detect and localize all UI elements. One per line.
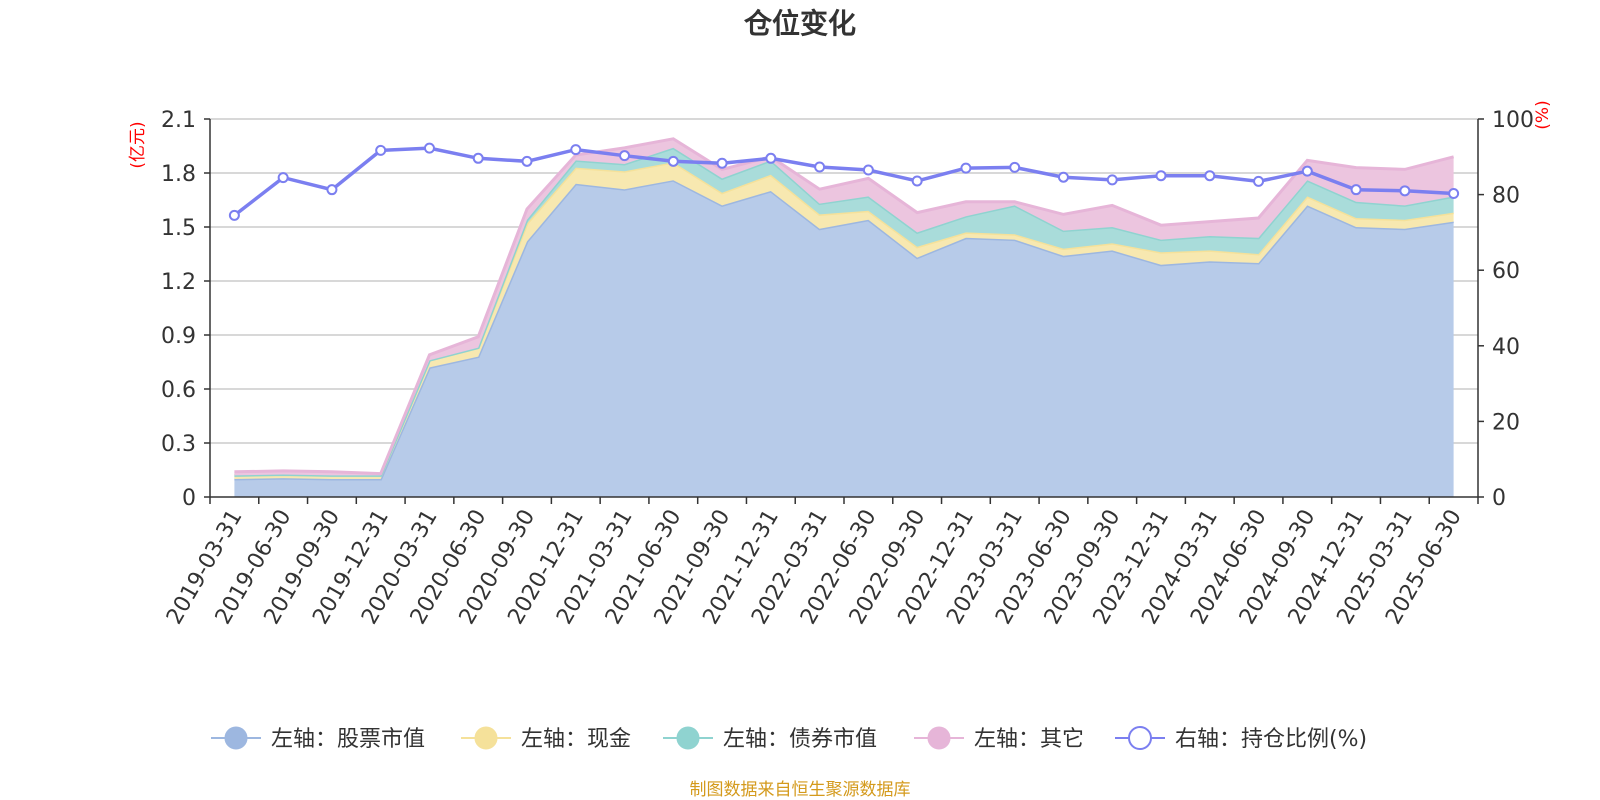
ratio-point <box>814 161 826 173</box>
right-axis-tick-label: 60 <box>1492 259 1520 284</box>
right-axis-tick-label: 40 <box>1492 335 1520 360</box>
legend-label-4: 左轴：其它 <box>974 727 1084 752</box>
ratio-point <box>1448 187 1460 199</box>
chart-title: 仓位变化 <box>744 7 856 40</box>
ratio-point <box>1301 165 1313 177</box>
left-axis-unit: (亿元) <box>128 121 148 168</box>
data-source-note: 制图数据来自恒生聚源数据库 <box>690 780 911 800</box>
legend-label-1: 左轴：股票市值 <box>271 727 425 752</box>
ratio-point <box>667 155 679 167</box>
left-axis-tick-label: 0.9 <box>161 324 196 349</box>
left-axis-tick-label: 1.5 <box>161 216 196 241</box>
ratio-point <box>570 144 582 156</box>
left-axis-tick-label: 0 <box>182 486 196 511</box>
legend-marker-4 <box>927 726 951 750</box>
ratio-point <box>960 162 972 174</box>
ratio-point <box>765 152 777 164</box>
ratio-point <box>521 155 533 167</box>
right-axis-tick-label: 0 <box>1492 486 1506 511</box>
left-axis-tick-label: 2.1 <box>161 108 196 133</box>
left-axis-tick-label: 1.2 <box>161 270 196 295</box>
ratio-point <box>1350 184 1362 196</box>
ratio-point <box>716 157 728 169</box>
left-axis-tick-label: 0.3 <box>161 432 196 457</box>
legend-label-2: 左轴：现金 <box>521 727 631 752</box>
ratio-point <box>1106 174 1118 186</box>
ratio-point <box>862 164 874 176</box>
ratio-point <box>228 209 240 221</box>
legend-marker-2 <box>474 726 498 750</box>
ratio-point <box>619 150 631 162</box>
left-axis-tick-label: 1.8 <box>161 162 196 187</box>
area-edge-series-4 <box>234 137 1454 476</box>
left-axis-tick-label: 0.6 <box>161 378 196 403</box>
ratio-point <box>1155 170 1167 182</box>
ratio-point <box>911 175 923 187</box>
ratio-point <box>1204 170 1216 182</box>
ratio-line-path <box>233 146 1454 217</box>
legend-label-5: 右轴：持仓比例(%) <box>1175 727 1367 752</box>
right-axis-tick-label: 100 <box>1492 108 1534 133</box>
right-axis-tick-label: 20 <box>1492 410 1520 435</box>
legend-marker-1 <box>224 726 248 750</box>
ratio-point <box>1399 185 1411 197</box>
ratio-point <box>277 172 289 184</box>
legend: 左轴：股票市值 左轴：现金 左轴：债券市值 左轴：其它 右轴：持仓比例(%) <box>211 726 1367 752</box>
legend-label-3: 左轴：债券市值 <box>723 727 877 752</box>
ratio-point <box>1057 171 1069 183</box>
ratio-point <box>375 144 387 156</box>
stacked-areas <box>234 137 1454 497</box>
ratio-point <box>472 152 484 164</box>
ratio-point <box>326 184 338 196</box>
legend-marker-3 <box>676 726 700 750</box>
area-series-1 <box>234 180 1454 497</box>
area-series-4 <box>234 138 1454 476</box>
ratio-point <box>423 142 435 154</box>
right-axis-unit: (%) <box>1533 100 1553 129</box>
ratio-point <box>1253 175 1265 187</box>
ratio-point <box>1009 161 1021 173</box>
ratio-line <box>228 142 1460 221</box>
right-axis-tick-label: 80 <box>1492 184 1520 209</box>
legend-marker-5 <box>1128 726 1152 750</box>
